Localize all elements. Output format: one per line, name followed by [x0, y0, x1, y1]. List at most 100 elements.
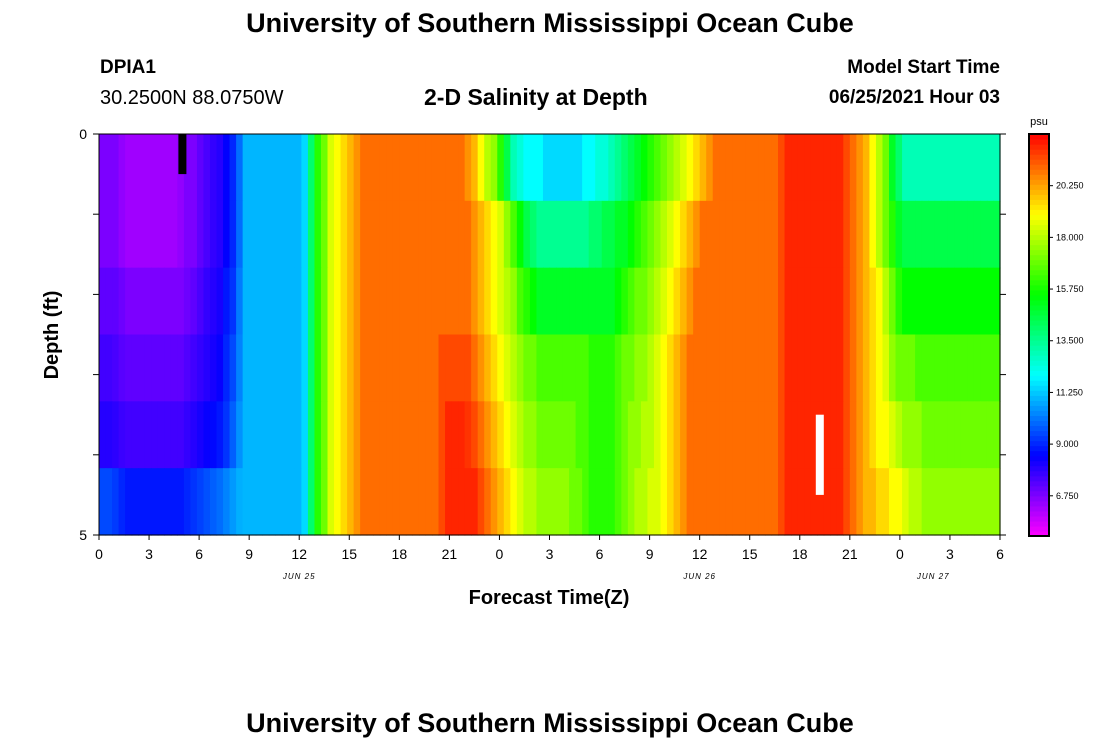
heatmap-cell — [418, 200, 427, 269]
heatmap-cell — [386, 468, 394, 536]
date-label: JUN 26 — [682, 572, 716, 581]
heatmap-cell — [360, 200, 368, 269]
heatmap-cell — [183, 134, 192, 202]
heatmap-cell — [503, 200, 511, 269]
colorbar-segment — [1029, 264, 1049, 271]
heatmap-cell — [836, 468, 844, 536]
heatmap-cell — [778, 267, 786, 336]
heatmap-cell — [392, 200, 400, 269]
x-tick-label: 0 — [896, 546, 904, 562]
heatmap-cell — [183, 267, 192, 336]
heatmap-cell — [921, 401, 929, 469]
colorbar-segment — [1029, 440, 1049, 447]
heatmap-cell — [288, 334, 296, 402]
colorbar-segment — [1029, 239, 1049, 246]
heatmap-cell — [895, 200, 903, 269]
heatmap-cell — [745, 200, 753, 269]
heatmap-cell — [503, 334, 511, 402]
heatmap-cell — [764, 267, 773, 336]
heatmap-cell — [856, 267, 864, 336]
y-tick-label: 5 — [79, 527, 87, 543]
heatmap-cell — [986, 468, 995, 536]
heatmap-cell — [549, 267, 557, 336]
heatmap-cell — [804, 200, 812, 269]
heatmap-cell — [862, 401, 871, 469]
heatmap-cell — [980, 200, 988, 269]
heatmap-cell — [751, 468, 760, 536]
heatmap-cell — [431, 401, 440, 469]
heatmap-cell — [281, 200, 289, 269]
heatmap-cell — [451, 468, 459, 536]
heatmap-cell — [99, 200, 107, 269]
heatmap-cell — [667, 200, 675, 269]
colorbar-segment — [1029, 259, 1049, 266]
heatmap-cell — [706, 200, 714, 269]
heatmap-cell — [712, 401, 720, 469]
heatmap-cell — [582, 468, 590, 536]
heatmap-cell — [856, 334, 864, 402]
heatmap-cell — [229, 267, 237, 336]
heatmap-cell — [856, 401, 864, 469]
heatmap-cell — [392, 468, 400, 536]
heatmap-cell — [830, 267, 838, 336]
heatmap-cell — [536, 200, 544, 269]
heatmap-cell — [183, 200, 192, 269]
colorbar-segment — [1029, 385, 1049, 391]
heatmap-cell — [699, 200, 707, 269]
colorbar-segment — [1029, 144, 1049, 150]
heatmap-cell — [667, 334, 675, 402]
heatmap-cell — [157, 468, 165, 536]
colorbar-segment — [1029, 400, 1049, 406]
heatmap-cell — [399, 401, 407, 469]
heatmap-cell — [542, 334, 551, 402]
heatmap-cell — [634, 401, 642, 469]
heatmap-cell — [412, 401, 420, 469]
heatmap-cell — [157, 334, 165, 402]
heatmap-cell — [386, 134, 394, 202]
heatmap-cell — [203, 134, 211, 202]
colorbar-tick-label: 15.750 — [1056, 284, 1084, 294]
heatmap-cell — [307, 200, 316, 269]
heatmap-cell — [680, 267, 688, 336]
heatmap-cell — [843, 200, 851, 269]
heatmap-cell — [118, 267, 126, 336]
heatmap-cell — [569, 200, 577, 269]
colorbar-tick-label: 11.250 — [1056, 387, 1083, 397]
heatmap-cell — [373, 468, 381, 536]
heatmap-cell — [242, 134, 250, 202]
heatmap-cell — [164, 267, 172, 336]
heatmap-cell — [862, 267, 871, 336]
heatmap-cell — [980, 401, 988, 469]
heatmap-cell — [327, 401, 335, 469]
heatmap-cell — [477, 267, 485, 336]
heatmap-cell — [503, 468, 511, 536]
heatmap-cell — [458, 134, 466, 202]
heatmap-cell — [575, 468, 583, 536]
colorbar-segment — [1029, 450, 1049, 457]
heatmap-cell — [738, 401, 746, 469]
heatmap-cell — [529, 334, 538, 402]
heatmap-cell — [503, 401, 511, 469]
heatmap-cell — [621, 468, 629, 536]
colorbar: psu 6.750 9.000 11.250 13.500 15.750 18.000 20.… — [1028, 116, 1084, 537]
heatmap-cell — [791, 401, 799, 469]
heatmap-cell — [719, 200, 727, 269]
colorbar-tick-label: 18.000 — [1056, 232, 1084, 242]
heatmap-cell — [693, 200, 701, 269]
heatmap-cell — [164, 401, 172, 469]
x-tick-label: 6 — [195, 546, 203, 562]
heatmap-cell — [477, 200, 485, 269]
heatmap-cell — [621, 134, 629, 202]
heatmap-cell — [608, 334, 616, 402]
heatmap-cell — [797, 468, 805, 536]
heatmap-cell — [725, 401, 733, 469]
heatmap-cell — [138, 200, 146, 269]
heatmap-cell — [196, 134, 205, 202]
heatmap-cell — [941, 334, 949, 402]
heatmap-cell — [562, 200, 570, 269]
heatmap-cell — [503, 267, 511, 336]
heatmap-cell — [399, 468, 407, 536]
heatmap-cell — [542, 267, 551, 336]
colorbar-segment — [1029, 425, 1049, 432]
colorbar-segment — [1029, 174, 1049, 180]
